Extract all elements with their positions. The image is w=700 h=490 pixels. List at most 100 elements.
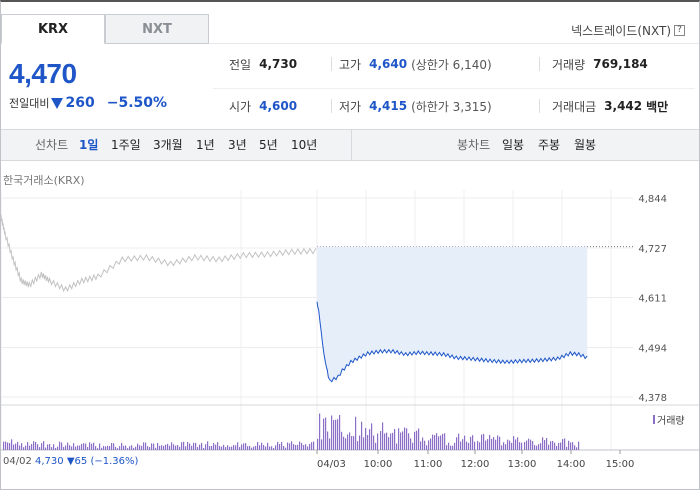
volume-bar bbox=[295, 445, 297, 450]
low-label: 저가 bbox=[339, 99, 362, 114]
help-icon[interactable]: ? bbox=[674, 25, 685, 36]
x-tick-label: 12:00 bbox=[461, 459, 490, 470]
volume-bar bbox=[493, 437, 495, 450]
volume-bar bbox=[479, 442, 481, 450]
volume-bar bbox=[227, 445, 229, 450]
candle-monthly[interactable]: 월봉 bbox=[574, 138, 597, 152]
candle-daily[interactable]: 일봉 bbox=[502, 138, 525, 152]
period-1d[interactable]: 1일 bbox=[79, 138, 99, 152]
period-3m[interactable]: 3개월 bbox=[153, 138, 183, 152]
period-5y[interactable]: 5년 bbox=[259, 138, 278, 152]
volume-bar bbox=[39, 447, 41, 450]
open-price: 시가 4,600 bbox=[229, 97, 297, 115]
volume-bar bbox=[3, 441, 5, 450]
volume-bar bbox=[229, 446, 231, 450]
prev-day-pct: (−1.36%) bbox=[90, 456, 139, 467]
volume-bar bbox=[5, 441, 7, 450]
prev-day-close: 4,730 bbox=[35, 456, 64, 467]
volume-bar bbox=[263, 444, 265, 450]
volume-bar bbox=[187, 442, 189, 450]
volume-bar bbox=[9, 443, 11, 450]
volume-bar bbox=[23, 447, 25, 450]
period-1y[interactable]: 1년 bbox=[196, 138, 215, 152]
volume-bar bbox=[223, 444, 225, 450]
nxt-link[interactable]: 넥스트레이드(NXT) ? bbox=[571, 22, 685, 39]
volume-bar bbox=[137, 443, 139, 450]
volume-bar bbox=[309, 443, 311, 450]
volume-bar bbox=[497, 435, 499, 450]
volume-bar bbox=[237, 442, 239, 450]
change-percent: −5.50% bbox=[106, 95, 168, 111]
prev-close: 전일 4,730 bbox=[229, 55, 297, 73]
volume-bar bbox=[83, 443, 85, 450]
volume-bar bbox=[450, 445, 452, 450]
high-value: 4,640 bbox=[369, 57, 408, 71]
volume-bar bbox=[570, 442, 572, 450]
candle-weekly[interactable]: 주봉 bbox=[538, 138, 561, 152]
volume-bar bbox=[317, 438, 319, 450]
volume-bar bbox=[414, 431, 416, 450]
volume-bar bbox=[191, 445, 193, 450]
volume-bar bbox=[257, 442, 259, 450]
volume-bar bbox=[371, 423, 373, 450]
volume-bar bbox=[189, 443, 191, 450]
volume-bar bbox=[177, 444, 179, 450]
volume-bar bbox=[568, 440, 570, 450]
tab-krx[interactable]: KRX bbox=[1, 14, 105, 44]
volume-bar bbox=[485, 440, 487, 450]
volume-bar bbox=[275, 445, 277, 450]
volume-bar bbox=[123, 445, 125, 450]
volume-bar bbox=[209, 446, 211, 450]
volume-bar bbox=[273, 448, 275, 450]
volume-bar bbox=[63, 447, 65, 450]
volume-bar bbox=[19, 445, 21, 450]
period-1w[interactable]: 1주일 bbox=[111, 138, 141, 152]
volume-bar bbox=[321, 439, 323, 450]
volume-bar bbox=[556, 446, 558, 450]
volume-bar bbox=[341, 431, 343, 450]
volume-bar bbox=[578, 441, 580, 450]
volume-bar bbox=[27, 442, 29, 450]
volume-bar bbox=[247, 446, 249, 450]
volume-bar bbox=[239, 447, 241, 450]
volume-bar bbox=[524, 441, 526, 450]
volume-bar bbox=[501, 445, 503, 450]
volume-bar bbox=[163, 445, 165, 450]
volume-bar bbox=[149, 447, 151, 450]
x-tick-label: 15:00 bbox=[606, 459, 635, 470]
volume-bar bbox=[131, 445, 133, 450]
volume-bar bbox=[345, 438, 347, 450]
volume-bar bbox=[219, 446, 221, 450]
volume-bar bbox=[89, 442, 91, 450]
high-label: 고가 bbox=[339, 57, 362, 72]
volume-legend: 거래량 bbox=[653, 412, 685, 427]
period-3y[interactable]: 3년 bbox=[228, 138, 247, 152]
prev-close-value: 4,730 bbox=[259, 57, 298, 71]
volume-bar bbox=[35, 442, 37, 450]
volume-bar bbox=[139, 445, 141, 450]
volume-bar bbox=[337, 419, 339, 450]
volume-bar bbox=[327, 431, 329, 450]
volume-bar bbox=[21, 443, 23, 450]
volume-bar bbox=[380, 431, 382, 450]
volume-bar bbox=[438, 436, 440, 450]
x-tick-label: 10:00 bbox=[364, 459, 393, 470]
volume-bar bbox=[509, 440, 511, 450]
volume-bar bbox=[574, 445, 576, 450]
volume-bar bbox=[513, 436, 515, 450]
volume-bar bbox=[408, 433, 410, 450]
volume-bar bbox=[7, 442, 9, 450]
period-10y[interactable]: 10년 bbox=[291, 138, 318, 152]
volume-bar bbox=[470, 436, 472, 450]
volume-bar bbox=[564, 438, 566, 450]
x-tick-label: 14:00 bbox=[557, 459, 586, 470]
volume-bar bbox=[49, 444, 51, 450]
tab-nxt[interactable]: NXT bbox=[105, 14, 209, 44]
volume-bar bbox=[444, 433, 446, 450]
volume-bar bbox=[119, 446, 121, 450]
volume-bar bbox=[47, 444, 49, 450]
volume-bar bbox=[179, 446, 181, 450]
volume-bar bbox=[536, 445, 538, 450]
volume-bar bbox=[458, 433, 460, 450]
